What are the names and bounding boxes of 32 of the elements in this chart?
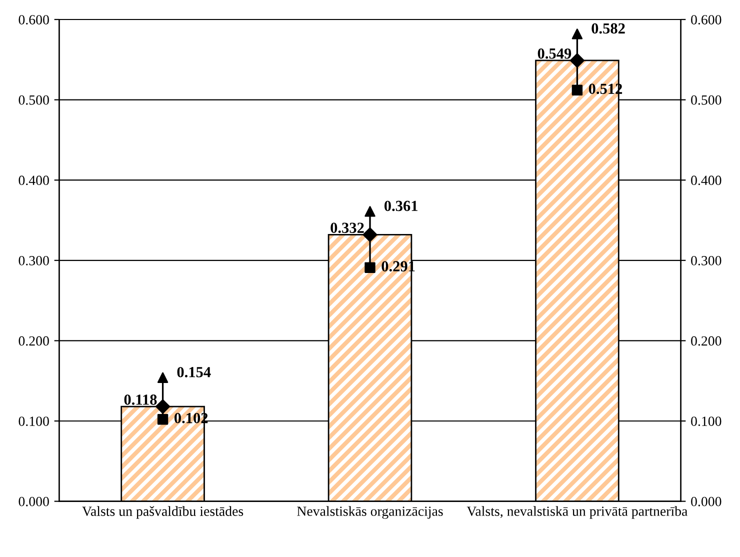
point <box>570 53 584 68</box>
data-label: 0.118 <box>124 394 157 405</box>
data-label: 0.582 <box>592 23 625 34</box>
y-tick-label: 0.200 <box>18 336 49 346</box>
point <box>157 414 168 425</box>
y-tick-label: 0.100 <box>18 416 49 426</box>
y2-tick-label: 0.300 <box>691 256 722 266</box>
y2-tick-label: 0.000 <box>691 496 722 506</box>
point <box>362 227 378 242</box>
y-tick-label: 0.000 <box>18 496 49 506</box>
y2-tick-label: 0.600 <box>691 15 722 25</box>
point <box>364 206 376 217</box>
y2-tick-label: 0.200 <box>691 336 722 346</box>
y-tick-label: 0.500 <box>18 95 49 105</box>
point <box>364 262 376 273</box>
y-tick-label: 0.300 <box>18 256 49 266</box>
y2-tick-label: 0.100 <box>691 416 722 426</box>
point <box>157 372 168 383</box>
data-label: 0.154 <box>177 366 211 378</box>
x-tick-label: Valsts, nevalstiskā un privātā partnerība <box>466 506 688 519</box>
data-label: 0.549 <box>538 48 572 59</box>
point <box>156 399 170 414</box>
y2-tick-label: 0.500 <box>691 95 722 105</box>
point <box>572 28 583 40</box>
y2-tick-label: 0.400 <box>691 176 722 186</box>
data-label: 0.332 <box>330 222 364 234</box>
y-tick-label: 0.600 <box>18 15 49 25</box>
data-label: 0.361 <box>384 200 418 212</box>
y-tick-label: 0.400 <box>18 176 49 186</box>
x-tick-label: Valsts un pašvaldību iestādes <box>82 506 244 519</box>
x-tick-label: Nevalstiskās organizācijas <box>297 506 443 519</box>
point <box>572 84 583 96</box>
